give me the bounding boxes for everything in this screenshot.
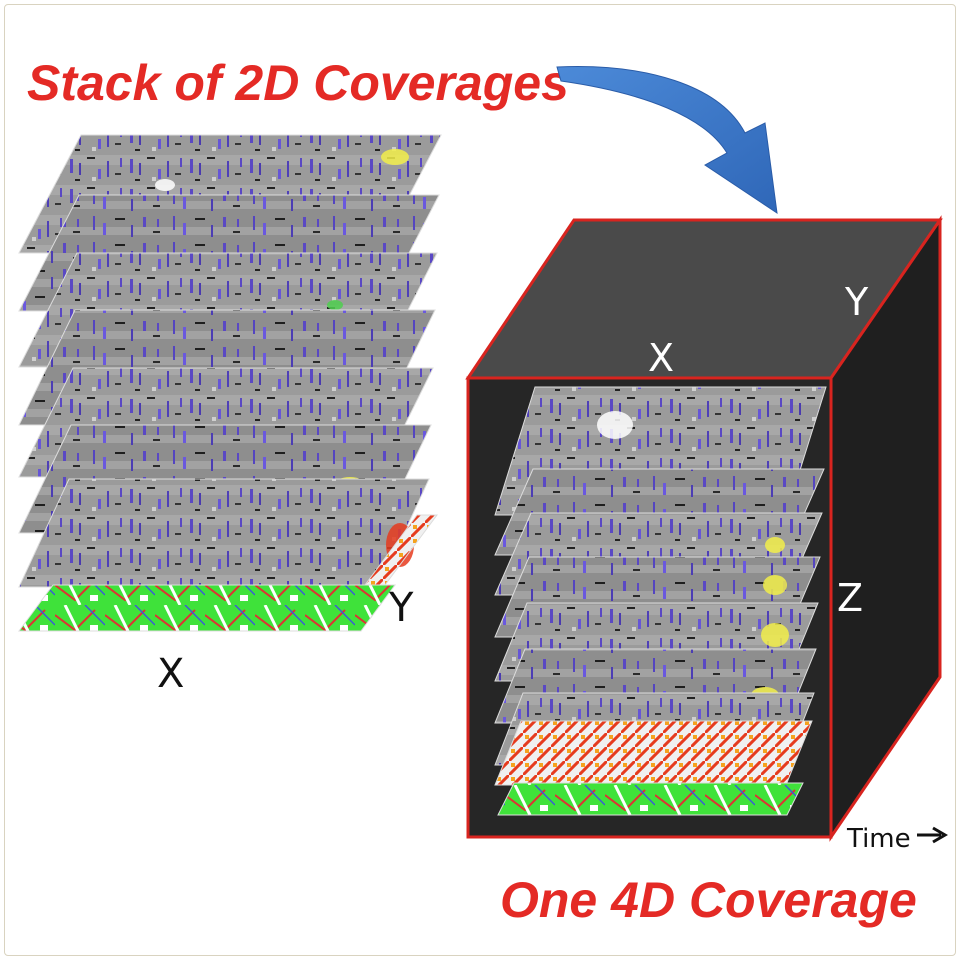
cube-title: One 4D Coverage	[500, 872, 917, 928]
diagram-frame: Stack of 2D Coverages X Y X Y Z Time One…	[4, 4, 956, 956]
stack-title: Stack of 2D Coverages	[27, 55, 569, 111]
stack-of-2d-layers	[18, 134, 442, 632]
stack-x-axis-label: X	[157, 651, 184, 697]
cube-x-axis-label: X	[648, 336, 674, 380]
cube-z-axis-label: Z	[837, 576, 863, 620]
cube-layer	[494, 720, 813, 786]
stack-y-axis-label: Y	[388, 585, 414, 631]
stack-base-layer	[18, 584, 396, 632]
time-axis-label: Time	[846, 824, 911, 854]
4d-coverage-cube	[465, 215, 943, 842]
cube-base-layer	[497, 782, 804, 816]
cube-y-axis-label: Y	[844, 280, 869, 324]
stack-layer	[18, 478, 430, 588]
right-arrow-icon	[917, 826, 948, 844]
cube-inner-layers	[494, 386, 827, 816]
diagram-canvas: Stack of 2D Coverages X Y X Y Z Time One…	[18, 55, 948, 928]
curved-arrow-icon	[556, 66, 778, 215]
